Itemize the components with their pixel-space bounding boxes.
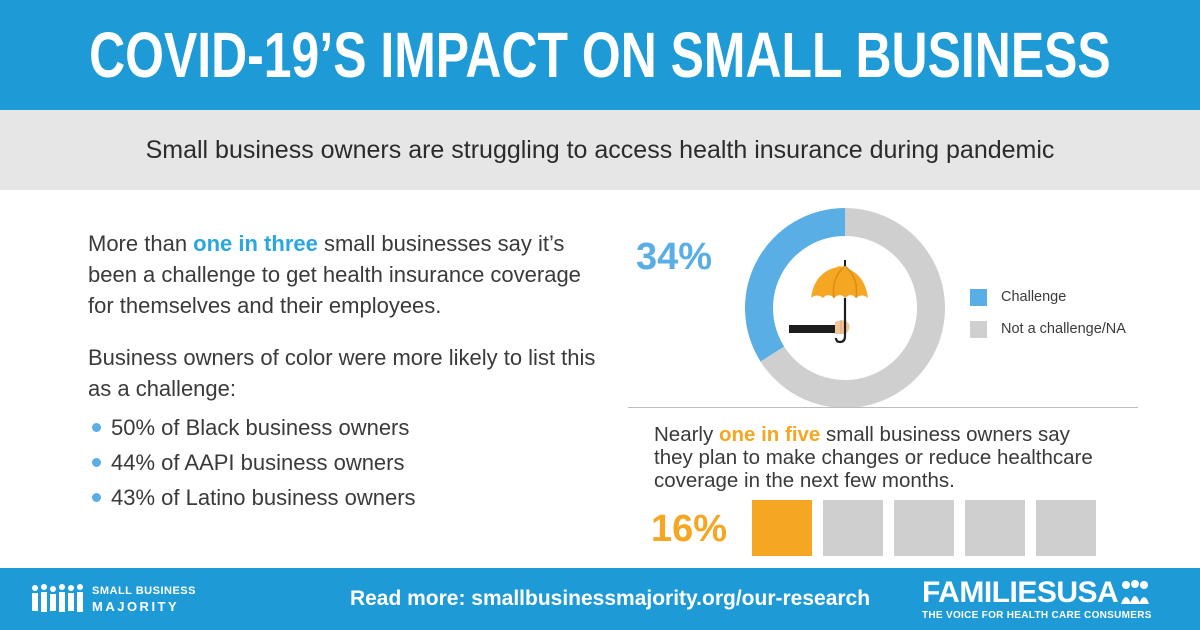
familiesusa-tagline: THE VOICE FOR HEALTH CARE CONSUMERS: [922, 610, 1152, 621]
legend-item-challenge: Challenge: [970, 283, 1126, 311]
familiesusa-wordmark: FAMILIESUSA: [922, 576, 1119, 609]
blocks-value-label: 16%: [651, 508, 728, 550]
legend-item-not-challenge: Not a challenge/NA: [970, 315, 1126, 343]
read-more-link[interactable]: Read more: smallbusinessmajority.org/our…: [349, 587, 871, 610]
subheader-banner: Small business owners are struggling to …: [0, 110, 1200, 190]
umbrella-hand-icon: [789, 260, 868, 344]
legend-swatch-challenge: [970, 288, 987, 306]
unit-block-highlighted: [752, 500, 812, 556]
donut-slice-not-challenge: [760, 208, 945, 408]
sbm-logo-text: SMALL BUSINESS MAJORITY: [92, 585, 196, 613]
footer-banner: SMALL BUSINESS MAJORITY Read more: small…: [0, 568, 1200, 630]
header-banner: COVID-19’S IMPACT ON SMALL BUSINESS: [0, 0, 1200, 110]
legend-label-challenge: Challenge: [1001, 289, 1067, 305]
subtitle: Small business owners are struggling to …: [145, 135, 1055, 164]
donut-legend: Challenge Not a challenge/NA: [970, 283, 1126, 347]
unit-block: [1036, 500, 1096, 556]
bullet-list: 50% of Black business owners 44% of AAPI…: [88, 410, 598, 515]
sbm-logo-line1: SMALL BUSINESS: [92, 585, 196, 597]
bullet-icon: [92, 423, 101, 432]
unit-block: [965, 500, 1025, 556]
unit-block-chart: [752, 500, 1096, 556]
owners-of-color-paragraph: Business owners of color were more likel…: [88, 345, 596, 401]
challenge-text-post: small businesses say it’s been a challen…: [88, 231, 581, 318]
donut-slice-challenge: [745, 208, 845, 362]
section-divider: [628, 407, 1138, 408]
list-item: 50% of Black business owners: [88, 410, 598, 445]
reduce-text-pre: Nearly: [654, 423, 719, 446]
page-title: COVID-19’S IMPACT ON SMALL BUSINESS: [89, 19, 1111, 91]
familiesusa-name: FAMILIESUSA: [922, 576, 1174, 610]
bullet-icon: [92, 493, 101, 502]
sbm-logo-line2: MAJORITY: [92, 599, 180, 614]
challenge-highlight: one in three: [193, 231, 318, 256]
reduce-highlight: one in five: [718, 423, 821, 446]
donut-chart: [745, 208, 945, 408]
donut-slices: [745, 208, 945, 408]
family-icon: [1121, 580, 1150, 604]
people-group-icon: [32, 584, 83, 612]
list-item: 44% of AAPI business owners: [88, 445, 598, 480]
reduce-coverage-paragraph: Nearly one in five small business owners…: [654, 423, 1114, 492]
list-item: 43% of Latino business owners: [88, 480, 598, 515]
challenge-text-pre: More than: [88, 231, 194, 256]
bullet-icon: [92, 458, 101, 467]
bullet-text: 50% of Black business owners: [111, 415, 410, 440]
challenge-paragraph: More than one in three small businesses …: [88, 228, 598, 321]
unit-block: [894, 500, 954, 556]
bullet-text: 44% of AAPI business owners: [111, 450, 405, 475]
donut-value-label: 34%: [636, 236, 713, 278]
unit-block: [823, 500, 883, 556]
legend-swatch-not-challenge: [970, 320, 987, 338]
legend-label-not-challenge: Not a challenge/NA: [1001, 321, 1126, 337]
left-column: More than one in three small businesses …: [88, 228, 598, 515]
reduce-text-post: small business owners say they plan to m…: [654, 423, 1093, 492]
bullet-text: 43% of Latino business owners: [111, 485, 416, 510]
familiesusa-logo: FAMILIESUSA THE VOICE FOR HEALTH CARE CO…: [922, 576, 1174, 621]
